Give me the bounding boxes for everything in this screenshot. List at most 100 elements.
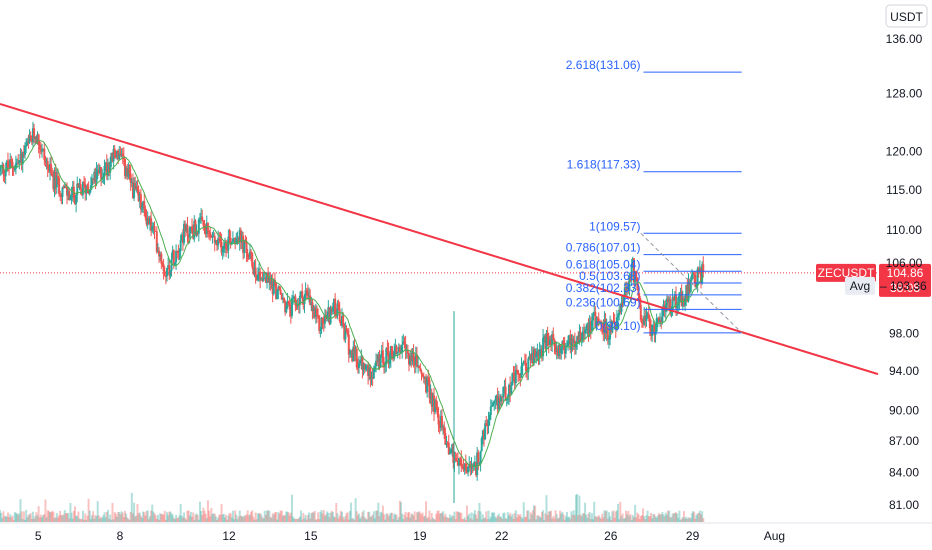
volume-bar [447,518,450,522]
volume-bar [643,516,646,522]
volume-bar [318,519,321,522]
volume-bar [696,513,699,522]
candle-body [415,354,418,367]
volume-bar [457,512,460,522]
candle-body [648,318,651,329]
volume-bar [687,517,690,522]
volume-bar [85,519,88,522]
candle-body [23,145,26,155]
volume-bar [280,510,283,522]
volume-bar [211,513,214,522]
candle-body [197,219,200,234]
candle-body [118,153,121,159]
drawing-annotations[interactable]: 2.618(131.06) 1.618(117.33) 1(109.57) 0.786… [0,58,931,376]
volume-bar [275,512,278,522]
candle-body [9,159,12,169]
candle-body [610,324,613,333]
price-tick-label: 98.00 [889,327,919,341]
candle-body [283,297,286,302]
volume-bar [345,513,348,522]
volume-bar [480,519,483,522]
price-tick-label: 84.00 [889,465,919,479]
candle-body [570,338,573,351]
candle-body [639,304,642,320]
volume-bar [202,507,205,522]
volume-bar [8,516,11,522]
volume-bar [613,517,616,522]
candle-body [350,350,353,354]
volume-bar [671,513,674,522]
volume-bar [262,518,265,522]
time-axis[interactable]: 5 8 12 15 19 22 26 29 Aug [0,522,932,543]
volume-bar [48,512,51,522]
volume-bar [386,513,389,522]
candle-body [460,459,463,467]
volume-bar [84,513,87,522]
volume-bar [648,516,651,522]
candle-body [459,458,462,460]
candle-body [172,250,175,265]
volume-bar [303,518,306,522]
candle-body [361,355,364,370]
candle-body [191,226,194,232]
volume-bar [184,518,187,522]
volume-bar [542,510,545,522]
candle-body [387,350,390,364]
candle-body [139,194,142,210]
volume-bar [520,516,523,522]
candle-body [420,371,423,375]
volume-bar [422,516,425,522]
candle-body [547,337,550,346]
candle-body [259,271,262,280]
volume-bar [601,513,604,522]
volume-bar [460,512,463,522]
volume-bar [488,518,491,522]
volume-bar [203,510,206,522]
currency-badge[interactable]: USDT [885,4,928,28]
volume-bar [655,517,658,522]
volume-bar [236,519,239,522]
volume-bar [527,510,530,522]
volume-bar [514,510,517,522]
volume-bar [194,514,197,522]
candle-body [697,268,700,272]
volume-bar [365,519,368,522]
volume-bar [559,510,562,522]
volume-bar [334,517,337,522]
volume-bar [362,510,365,522]
volume-bar [486,519,489,522]
candle-body [351,350,354,362]
candle-body [137,189,140,201]
price-axis[interactable]: 136.00 128.00 120.00 115.00 110.00 106.00 98.0… [886,32,923,512]
volume-bar [325,514,328,522]
volume-bar [185,519,188,522]
candle-body [679,291,682,293]
volume-bar [171,514,174,522]
candle-body [435,399,438,408]
candle-body [346,331,349,335]
volume-bar [630,519,633,522]
fib-level-label: 0.618(105.04) [566,257,641,271]
volume-bar [235,514,238,522]
volume-bar [437,510,440,522]
volume-bar [338,515,341,522]
volume-bar [109,514,112,522]
volume-bar [620,516,623,522]
volume-bar [611,511,614,522]
volume-bar [103,512,106,522]
volume-bar [277,512,280,522]
volume-bar [110,519,113,522]
volume-bar [504,518,507,522]
volume-bar [255,519,258,522]
candle-body [278,287,281,290]
candle-body [413,360,416,366]
candle-body [677,302,680,306]
candle-body [173,262,176,265]
candle-body [338,309,341,322]
candle-body [575,343,578,348]
candle-body [492,403,495,406]
volume-bar [501,518,504,522]
candle-body [318,315,321,331]
